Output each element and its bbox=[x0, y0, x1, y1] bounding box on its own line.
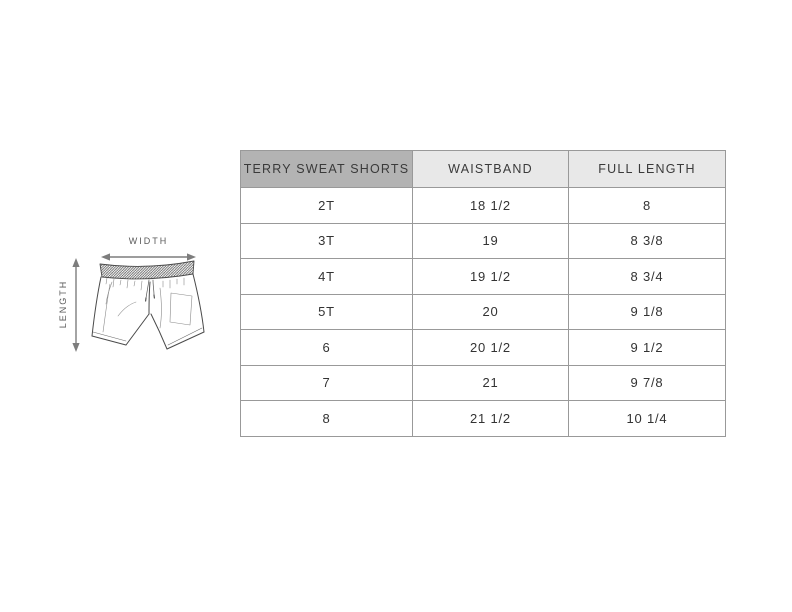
table-row: 5T 20 9 1/8 bbox=[240, 293, 726, 330]
full-length-cell: 8 bbox=[568, 187, 726, 224]
full-length-cell: 8 3/4 bbox=[568, 258, 726, 295]
waistband-cell: 20 bbox=[412, 293, 569, 330]
waistband-cell: 19 1/2 bbox=[412, 258, 569, 295]
size-cell: 5T bbox=[240, 293, 413, 330]
table-row: 6 20 1/2 9 1/2 bbox=[240, 329, 726, 366]
shorts-flat-sketch-icon bbox=[72, 253, 205, 352]
header-row: TERRY SWEAT SHORTS WAISTBAND FULL LENGTH bbox=[240, 150, 726, 188]
table-row: 8 21 1/2 10 1/4 bbox=[240, 400, 726, 437]
length-arrow-icon bbox=[72, 258, 80, 352]
waistband-cell: 20 1/2 bbox=[412, 329, 569, 366]
size-cell: 4T bbox=[240, 258, 413, 295]
waistband-cell: 21 bbox=[412, 364, 569, 401]
size-chart-table: TERRY SWEAT SHORTS WAISTBAND FULL LENGTH… bbox=[240, 150, 726, 437]
drawstring bbox=[144, 279, 156, 302]
header-product: TERRY SWEAT SHORTS bbox=[240, 150, 413, 188]
table-row: 2T 18 1/2 8 bbox=[240, 187, 726, 224]
shorts-outline bbox=[91, 260, 205, 350]
full-length-cell: 9 7/8 bbox=[568, 364, 726, 401]
size-cell: 7 bbox=[240, 364, 413, 401]
size-cell: 2T bbox=[240, 187, 413, 224]
shorts-measurement-diagram: WIDTH LENGTH bbox=[50, 235, 218, 367]
full-length-cell: 9 1/8 bbox=[568, 293, 726, 330]
header-full-length: FULL LENGTH bbox=[568, 150, 726, 188]
header-waistband: WAISTBAND bbox=[412, 150, 569, 188]
waistband-cell: 18 1/2 bbox=[412, 187, 569, 224]
size-cell: 8 bbox=[240, 400, 413, 437]
width-arrow-icon bbox=[101, 253, 196, 261]
full-length-cell: 8 3/8 bbox=[568, 222, 726, 259]
table-row: 4T 19 1/2 8 3/4 bbox=[240, 258, 726, 295]
width-label: WIDTH bbox=[128, 236, 169, 246]
waistband-cell: 19 bbox=[412, 222, 569, 259]
waistband-cell: 21 1/2 bbox=[412, 400, 569, 437]
size-cell: 6 bbox=[240, 329, 413, 366]
table-row: 7 21 9 7/8 bbox=[240, 364, 726, 401]
full-length-cell: 10 1/4 bbox=[568, 400, 726, 437]
table-row: 3T 19 8 3/8 bbox=[240, 222, 726, 259]
size-cell: 3T bbox=[240, 222, 413, 259]
full-length-cell: 9 1/2 bbox=[568, 329, 726, 366]
